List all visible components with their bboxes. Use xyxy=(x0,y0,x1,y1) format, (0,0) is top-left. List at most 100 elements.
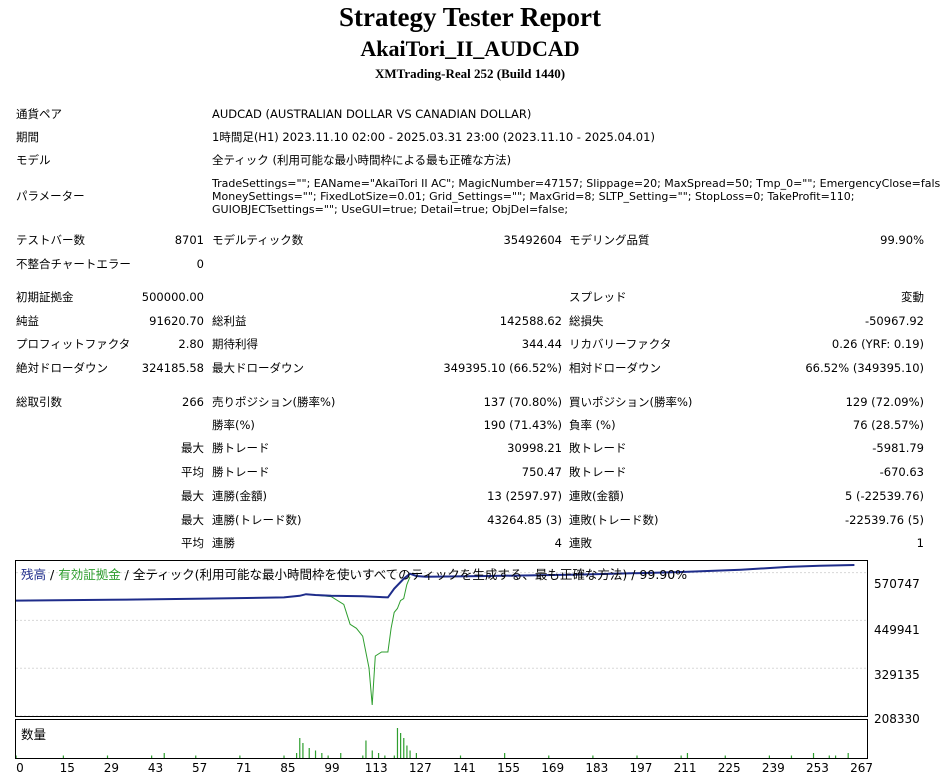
y-tick-label: 570747 xyxy=(874,577,920,591)
max-consec-losses-trades-value: -22539.76 (5) xyxy=(845,513,924,527)
legend-separator: / xyxy=(120,567,133,582)
volume-bar xyxy=(299,738,301,758)
volume-bar xyxy=(283,755,285,758)
max-drawdown-value: 349395.10 (66.52%) xyxy=(443,361,562,375)
max-consec-wins-money-value: 13 (2597.97) xyxy=(487,489,562,503)
volume-bar xyxy=(362,755,364,758)
ticks-label: モデルティック数 xyxy=(212,233,304,247)
volume-bar xyxy=(371,750,373,758)
volume-bar xyxy=(680,755,682,758)
gross-loss-label: 総損失 xyxy=(569,314,604,328)
x-tick-label: 267 xyxy=(850,761,873,775)
y-tick-label: 449941 xyxy=(874,623,920,637)
max-consec-losses-money-value: 5 (-22539.76) xyxy=(845,489,924,503)
balance-line xyxy=(16,564,855,602)
y-tick-label: 329135 xyxy=(874,668,920,682)
symbol-label: 通貨ペア xyxy=(16,107,62,121)
x-tick-label: 225 xyxy=(717,761,741,775)
x-tick-label: 211 xyxy=(673,761,697,775)
spread-value: 変動 xyxy=(901,290,924,304)
long-positions-value: 129 (72.09%) xyxy=(845,395,924,409)
volume-bar xyxy=(384,755,386,758)
report-title: Strategy Tester Report xyxy=(339,2,601,32)
relative-drawdown-label: 相対ドローダウン xyxy=(569,361,661,375)
total-trades-value: 266 xyxy=(182,395,204,409)
win-rate-label: 勝率(%) xyxy=(212,418,255,432)
quality-value: 99.90% xyxy=(880,233,924,247)
x-tick-label: 239 xyxy=(761,761,785,775)
x-tick-label: 253 xyxy=(805,761,829,775)
volume-chart-svg xyxy=(16,728,849,758)
max-consec-wins-trades-label: 連勝(トレード数) xyxy=(212,513,302,527)
x-tick-label: 197 xyxy=(629,761,653,775)
volume-bar xyxy=(828,755,830,758)
x-tick-label: 71 xyxy=(236,761,252,775)
x-tick-label: 43 xyxy=(147,761,164,775)
x-tick-label: 85 xyxy=(280,761,296,775)
volume-bar xyxy=(400,733,402,758)
bars-value: 8701 xyxy=(174,233,204,247)
period-value: 1時間足(H1) 2023.11.10 02:00 - 2025.03.31 2… xyxy=(212,130,655,144)
y-tick-label: 208330 xyxy=(874,712,920,726)
x-tick-label: 141 xyxy=(452,761,476,775)
params-line-3: GUIOBJECTsettings=""; UseGUI=true; Detai… xyxy=(212,203,569,216)
volume-bar xyxy=(812,753,815,758)
volume-bar xyxy=(62,755,64,758)
spread-label: スプレッド xyxy=(569,290,627,304)
avg-win-label: 勝トレード xyxy=(212,465,270,479)
volume-bar xyxy=(106,755,109,758)
volume-bar xyxy=(409,750,411,758)
net-profit-value: 91620.70 xyxy=(149,314,204,328)
mismatch-value: 0 xyxy=(196,257,204,271)
volume-bar xyxy=(296,753,298,758)
volume-bar xyxy=(415,753,417,758)
volume-bar xyxy=(847,753,849,758)
server-build: XMTrading-Real 252 (Build 1440) xyxy=(374,66,566,81)
volume-bar xyxy=(195,755,197,758)
period-label: 期間 xyxy=(16,130,39,144)
x-tick-label: 155 xyxy=(497,761,520,775)
volume-bar xyxy=(393,755,395,758)
deposit-value: 500000.00 xyxy=(141,290,204,304)
max-drawdown-label: 最大ドローダウン xyxy=(212,361,304,375)
volume-bar xyxy=(636,755,638,758)
volume-bar xyxy=(592,755,594,758)
volume-bar xyxy=(340,753,342,758)
max-tag: 最大 xyxy=(181,513,204,527)
max-consec-losses-money-label: 連敗(金額) xyxy=(569,489,624,503)
loss-rate-label: 負率 (%) xyxy=(569,418,616,432)
balance-chart: 残高 / 有効証拠金 / 全ティック(利用可能な最小時間枠を使いすべてのティック… xyxy=(15,560,868,717)
symbol-value: AUDCAD (AUSTRALIAN DOLLAR VS CANADIAN DO… xyxy=(212,107,532,121)
volume-bar xyxy=(151,755,153,758)
max-tag: 最大 xyxy=(181,441,204,455)
params-line-2: MoneySettings=""; FixedLotSize=0.01; Gri… xyxy=(212,190,855,203)
absolute-drawdown-label: 絶対ドローダウン xyxy=(16,361,108,375)
volume-bar xyxy=(308,748,310,758)
volume-bar xyxy=(321,753,323,758)
short-positions-value: 137 (70.80%) xyxy=(483,395,562,409)
x-tick-label: 99 xyxy=(324,761,340,775)
volume-bar xyxy=(790,755,793,758)
x-tick-label: 113 xyxy=(364,761,388,775)
chart-legend: 残高 / 有効証拠金 / 全ティック(利用可能な最小時間枠を使いすべてのティック… xyxy=(21,564,687,583)
max-consec-wins-trades-value: 43264.85 (3) xyxy=(487,513,562,527)
volume-bar xyxy=(406,745,408,758)
volume-bar xyxy=(327,755,329,758)
avg-consec-wins-value: 4 xyxy=(554,536,562,550)
expected-payoff-value: 344.44 xyxy=(521,337,562,351)
recovery-factor-label: リカバリーファクタ xyxy=(569,337,672,351)
model-label: モデル xyxy=(16,153,51,167)
volume-bar xyxy=(396,728,399,758)
legend-model: 全ティック(利用可能な最小時間枠を使いすべてのティックを生成する、最も正確な方法… xyxy=(132,567,688,582)
avg-consec-wins-label: 連勝 xyxy=(212,536,235,550)
volume-bar xyxy=(314,750,317,758)
gross-loss-value: -50967.92 xyxy=(864,314,924,328)
volume-bar xyxy=(686,753,689,758)
volume-label: 数量 xyxy=(21,727,47,742)
volume-bar xyxy=(834,755,837,758)
x-tick-label: 183 xyxy=(585,761,609,775)
deposit-label: 初期証拠金 xyxy=(16,290,74,304)
x-tick-label: 29 xyxy=(103,761,120,775)
ticks-value: 35492604 xyxy=(503,233,562,247)
mismatch-label: 不整合チャートエラー xyxy=(16,257,131,271)
